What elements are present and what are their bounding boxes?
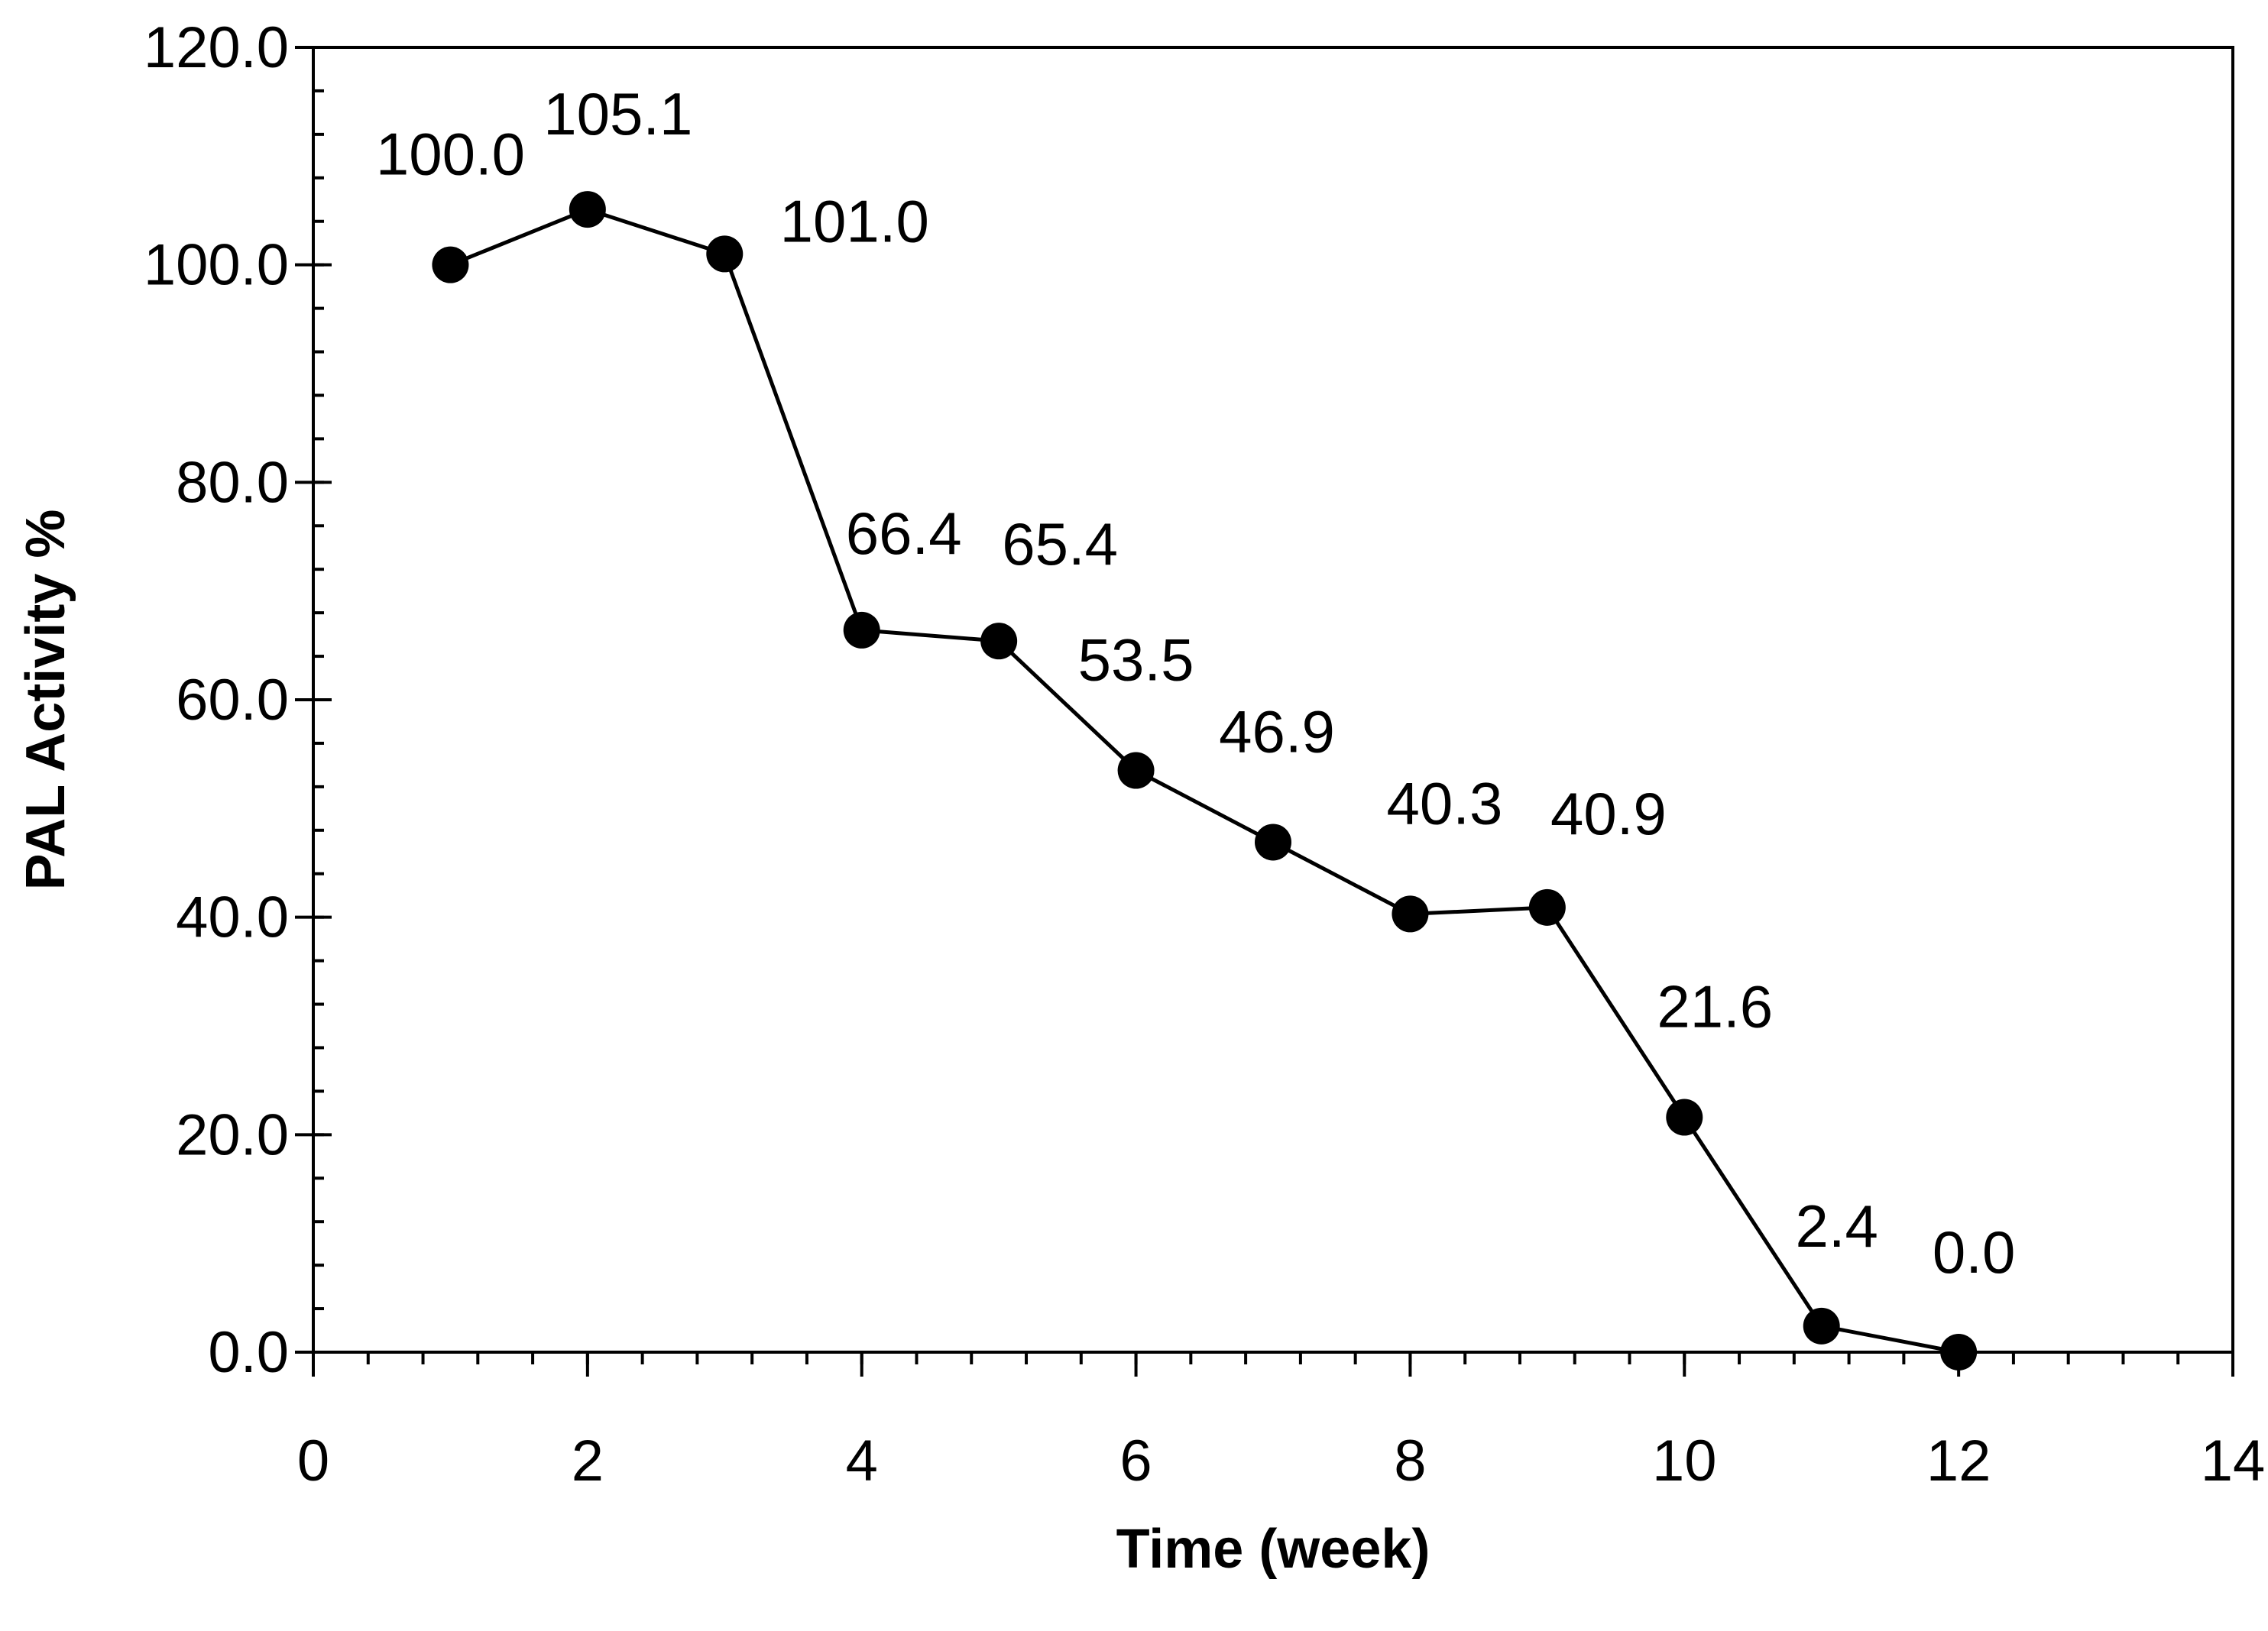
data-label: 0.0 xyxy=(1933,1218,2015,1286)
data-point xyxy=(1528,888,1566,926)
x-tick-label: 10 xyxy=(1652,1429,1717,1493)
data-label: 65.4 xyxy=(1002,510,1118,578)
data-label: 101.0 xyxy=(780,187,929,254)
y-tick-label: 60.0 xyxy=(176,668,289,733)
data-point xyxy=(1255,824,1291,861)
x-tick-label: 8 xyxy=(1394,1429,1426,1493)
data-labels: 100.0 105.1 101.0 66.4 65.4 53.5 46.9 40.3 40.9 2… xyxy=(376,80,2016,1286)
data-label: 40.3 xyxy=(1387,769,1503,837)
x-tick-label: 12 xyxy=(1926,1429,1991,1493)
data-points xyxy=(432,191,1978,1370)
plot-frame xyxy=(312,46,2234,1354)
data-point xyxy=(1940,1334,1978,1370)
data-point xyxy=(569,191,606,228)
data-point xyxy=(1666,1099,1703,1136)
x-tick-labels: 0 2 4 6 8 10 12 14 xyxy=(297,1429,2265,1493)
x-tick-label: 0 xyxy=(297,1429,329,1493)
data-point xyxy=(706,235,744,273)
y-tick-label: 100.0 xyxy=(144,233,289,298)
x-tick-label: 14 xyxy=(2201,1429,2266,1493)
data-label: 2.4 xyxy=(1795,1193,1878,1260)
x-tick-label: 4 xyxy=(846,1429,878,1493)
y-tick-label: 80.0 xyxy=(176,450,289,515)
x-tick-label: 6 xyxy=(1119,1429,1152,1493)
data-label: 40.9 xyxy=(1550,780,1667,847)
data-label: 21.6 xyxy=(1657,973,1773,1040)
data-label: 100.0 xyxy=(376,121,525,188)
data-point xyxy=(980,623,1018,660)
y-tick-label: 20.0 xyxy=(176,1102,289,1167)
y-tick-label: 120.0 xyxy=(144,15,289,80)
y-axis-title: PAL Activity % xyxy=(15,510,76,891)
data-label: 46.9 xyxy=(1219,697,1335,765)
data-point xyxy=(843,611,880,649)
data-point xyxy=(1392,895,1429,933)
data-label: 66.4 xyxy=(846,500,962,567)
x-axis-title: Time (week) xyxy=(1116,1519,1430,1580)
y-tick-label: 40.0 xyxy=(176,885,289,950)
data-point xyxy=(1117,752,1155,789)
data-label: 53.5 xyxy=(1078,626,1194,694)
series-line xyxy=(449,207,1959,1354)
data-point xyxy=(432,246,469,283)
y-tick-labels: 0.0 20.0 40.0 60.0 80.0 100.0 120.0 xyxy=(144,15,289,1385)
y-tick-label: 0.0 xyxy=(208,1320,289,1385)
data-point xyxy=(1803,1307,1840,1345)
x-tick-label: 2 xyxy=(572,1429,604,1493)
data-label: 105.1 xyxy=(543,80,692,147)
